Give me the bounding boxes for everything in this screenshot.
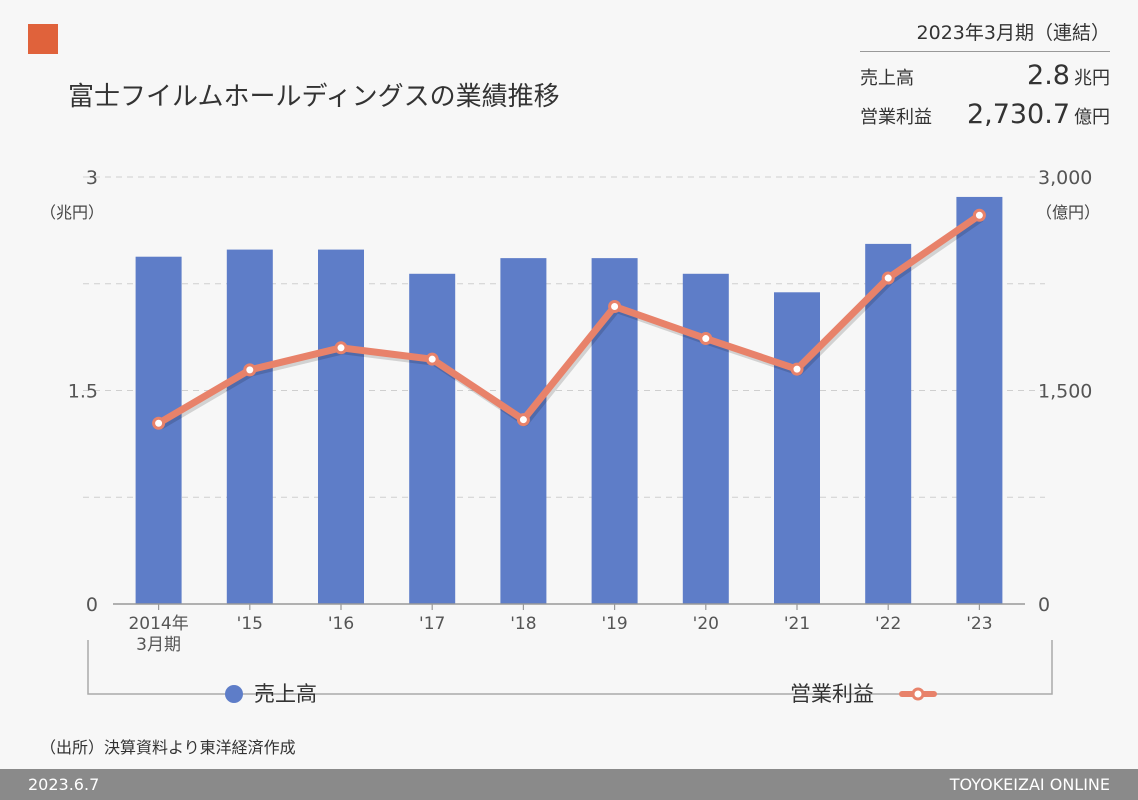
x-tick-label: '22: [875, 614, 901, 634]
profit-point: [425, 352, 439, 366]
profit-point: [334, 341, 348, 355]
x-tick-label: '21: [784, 614, 810, 634]
revenue-bars: [135, 196, 1003, 604]
left-tick-label: 1.5: [68, 381, 98, 403]
profit-point: [608, 300, 622, 314]
summary-box: 2023年3月期（連結） 売上高 2.8 兆円 営業利益 2,730.7 億円: [860, 18, 1110, 130]
left-axis-unit: （兆円）: [40, 203, 105, 222]
right-tick-label: 1,500: [1038, 381, 1092, 403]
profit-point: [881, 271, 895, 285]
summary-period: 2023年3月期（連結）: [860, 18, 1110, 52]
x-tick-label: '19: [601, 614, 627, 634]
left-tick-label: 0: [86, 594, 98, 616]
x-tick-label: 2014年 3月期: [128, 614, 188, 655]
footer-site: TOYOKEIZAI ONLINE: [949, 775, 1110, 794]
revenue-bar: [865, 243, 912, 604]
summary-profit-unit: 億円: [1074, 107, 1110, 128]
source-note: （出所）決算資料より東洋経済作成: [40, 738, 296, 757]
legend-revenue-label: 売上高: [254, 682, 317, 706]
profit-point: [516, 413, 530, 427]
revenue-bar: [409, 273, 456, 604]
left-tick-label: 3: [86, 167, 98, 189]
x-axis: [113, 603, 1025, 610]
legend-bracket: [87, 640, 1053, 695]
summary-revenue-row: 売上高 2.8 兆円: [860, 60, 1110, 91]
profit-line-path: [155, 211, 983, 427]
accent-square: [28, 24, 58, 54]
footer-bar: 2023.6.7 TOYOKEIZAI ONLINE: [0, 769, 1138, 800]
x-tick-label: '15: [237, 614, 263, 634]
profit-line-shadow: [158, 215, 984, 430]
legend-profit-marker: [911, 687, 925, 701]
revenue-bar: [956, 196, 1003, 604]
x-tick-label: '17: [419, 614, 445, 634]
revenue-bar: [500, 258, 547, 604]
x-tick-label: '20: [693, 614, 719, 634]
legend-profit-label: 営業利益: [790, 682, 874, 706]
summary-profit-row: 営業利益 2,730.7 億円: [860, 99, 1110, 130]
legend-revenue-swatch: [225, 685, 243, 703]
profit-line: [152, 208, 986, 430]
right-tick-label: 3,000: [1038, 167, 1092, 189]
profit-point: [152, 416, 166, 430]
summary-profit-value: 2,730.7: [966, 99, 1070, 130]
profit-point: [790, 362, 804, 376]
revenue-bar: [135, 256, 182, 604]
x-axis-labels: 2014年 3月期 '15 '16 '17 '18 '19 '20 '21 '22 '23: [128, 614, 992, 655]
x-tick-label: '23: [966, 614, 992, 634]
axis-ticks: 0 1.5 3 0 1,500 3,000: [68, 167, 1093, 616]
revenue-bar: [774, 292, 820, 604]
legend: 売上高 営業利益: [87, 640, 1053, 706]
revenue-bar: [318, 249, 364, 604]
profit-point: [699, 332, 713, 346]
revenue-bar: [591, 258, 638, 604]
summary-revenue-label: 売上高: [860, 68, 914, 89]
x-tick-label: '16: [328, 614, 354, 634]
footer-date: 2023.6.7: [28, 775, 100, 794]
revenue-bar: [226, 249, 273, 604]
right-axis-unit: （億円）: [1036, 203, 1101, 222]
profit-point: [243, 363, 257, 377]
right-tick-label: 0: [1038, 594, 1050, 616]
x-tick-label: '18: [510, 614, 536, 634]
revenue-bar: [682, 273, 729, 604]
profit-point: [972, 208, 986, 222]
summary-revenue-value: 2.8: [1027, 60, 1070, 91]
chart-title: 富士フイルムホールディングスの業績推移: [68, 82, 560, 112]
summary-revenue-unit: 兆円: [1074, 68, 1110, 89]
summary-profit-label: 営業利益: [860, 107, 932, 128]
